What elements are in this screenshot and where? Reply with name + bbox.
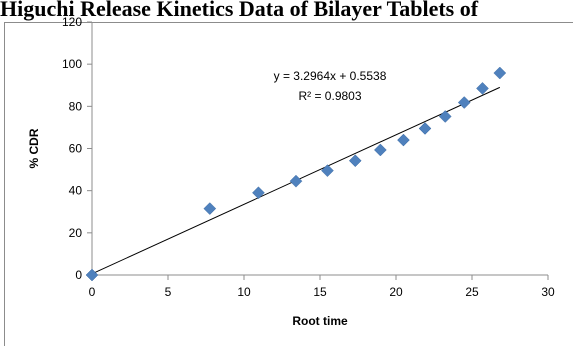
data-point	[493, 66, 507, 80]
data-point	[418, 122, 432, 135]
trendline-equation: y = 3.2964x + 0.5538	[274, 69, 387, 83]
data-point	[438, 110, 452, 123]
data-point	[321, 164, 334, 177]
data-point	[348, 154, 362, 168]
x-tick-label: 30	[541, 285, 555, 299]
x-tick-label: 0	[89, 285, 96, 299]
x-tick-label: 25	[465, 285, 479, 299]
y-tick-label: 60	[69, 142, 83, 156]
x-tick-label: 20	[389, 285, 403, 299]
data-point	[476, 82, 489, 95]
y-tick-label: 100	[62, 57, 82, 71]
x-tick-label: 5	[165, 285, 172, 299]
data-point	[397, 133, 410, 147]
x-axis-ticks: 0 5 10 15 20 25 30	[89, 275, 555, 299]
y-tick-label: 0	[75, 268, 82, 282]
data-point	[203, 202, 217, 215]
trendline-r2: R² = 0.9803	[298, 89, 361, 103]
y-axis-ticks: 0 20 40 60 80 100 120	[62, 15, 92, 282]
data-point	[289, 174, 303, 188]
y-tick-label: 80	[69, 99, 83, 113]
data-point	[85, 268, 99, 282]
data-points	[85, 66, 507, 282]
chart-frame	[4, 22, 573, 346]
y-axis-title: % CDR	[27, 128, 41, 168]
data-point	[373, 143, 387, 157]
y-tick-label: 40	[69, 184, 83, 198]
y-tick-label: 120	[62, 15, 82, 29]
x-tick-label: 10	[237, 285, 251, 299]
x-tick-label: 15	[313, 285, 327, 299]
y-tick-label: 20	[69, 226, 83, 240]
x-axis-title: Root time	[292, 314, 348, 328]
data-point	[252, 186, 265, 200]
page-title: Higuchi Release Kinetics Data of Bilayer…	[0, 0, 479, 21]
data-point	[457, 96, 471, 109]
